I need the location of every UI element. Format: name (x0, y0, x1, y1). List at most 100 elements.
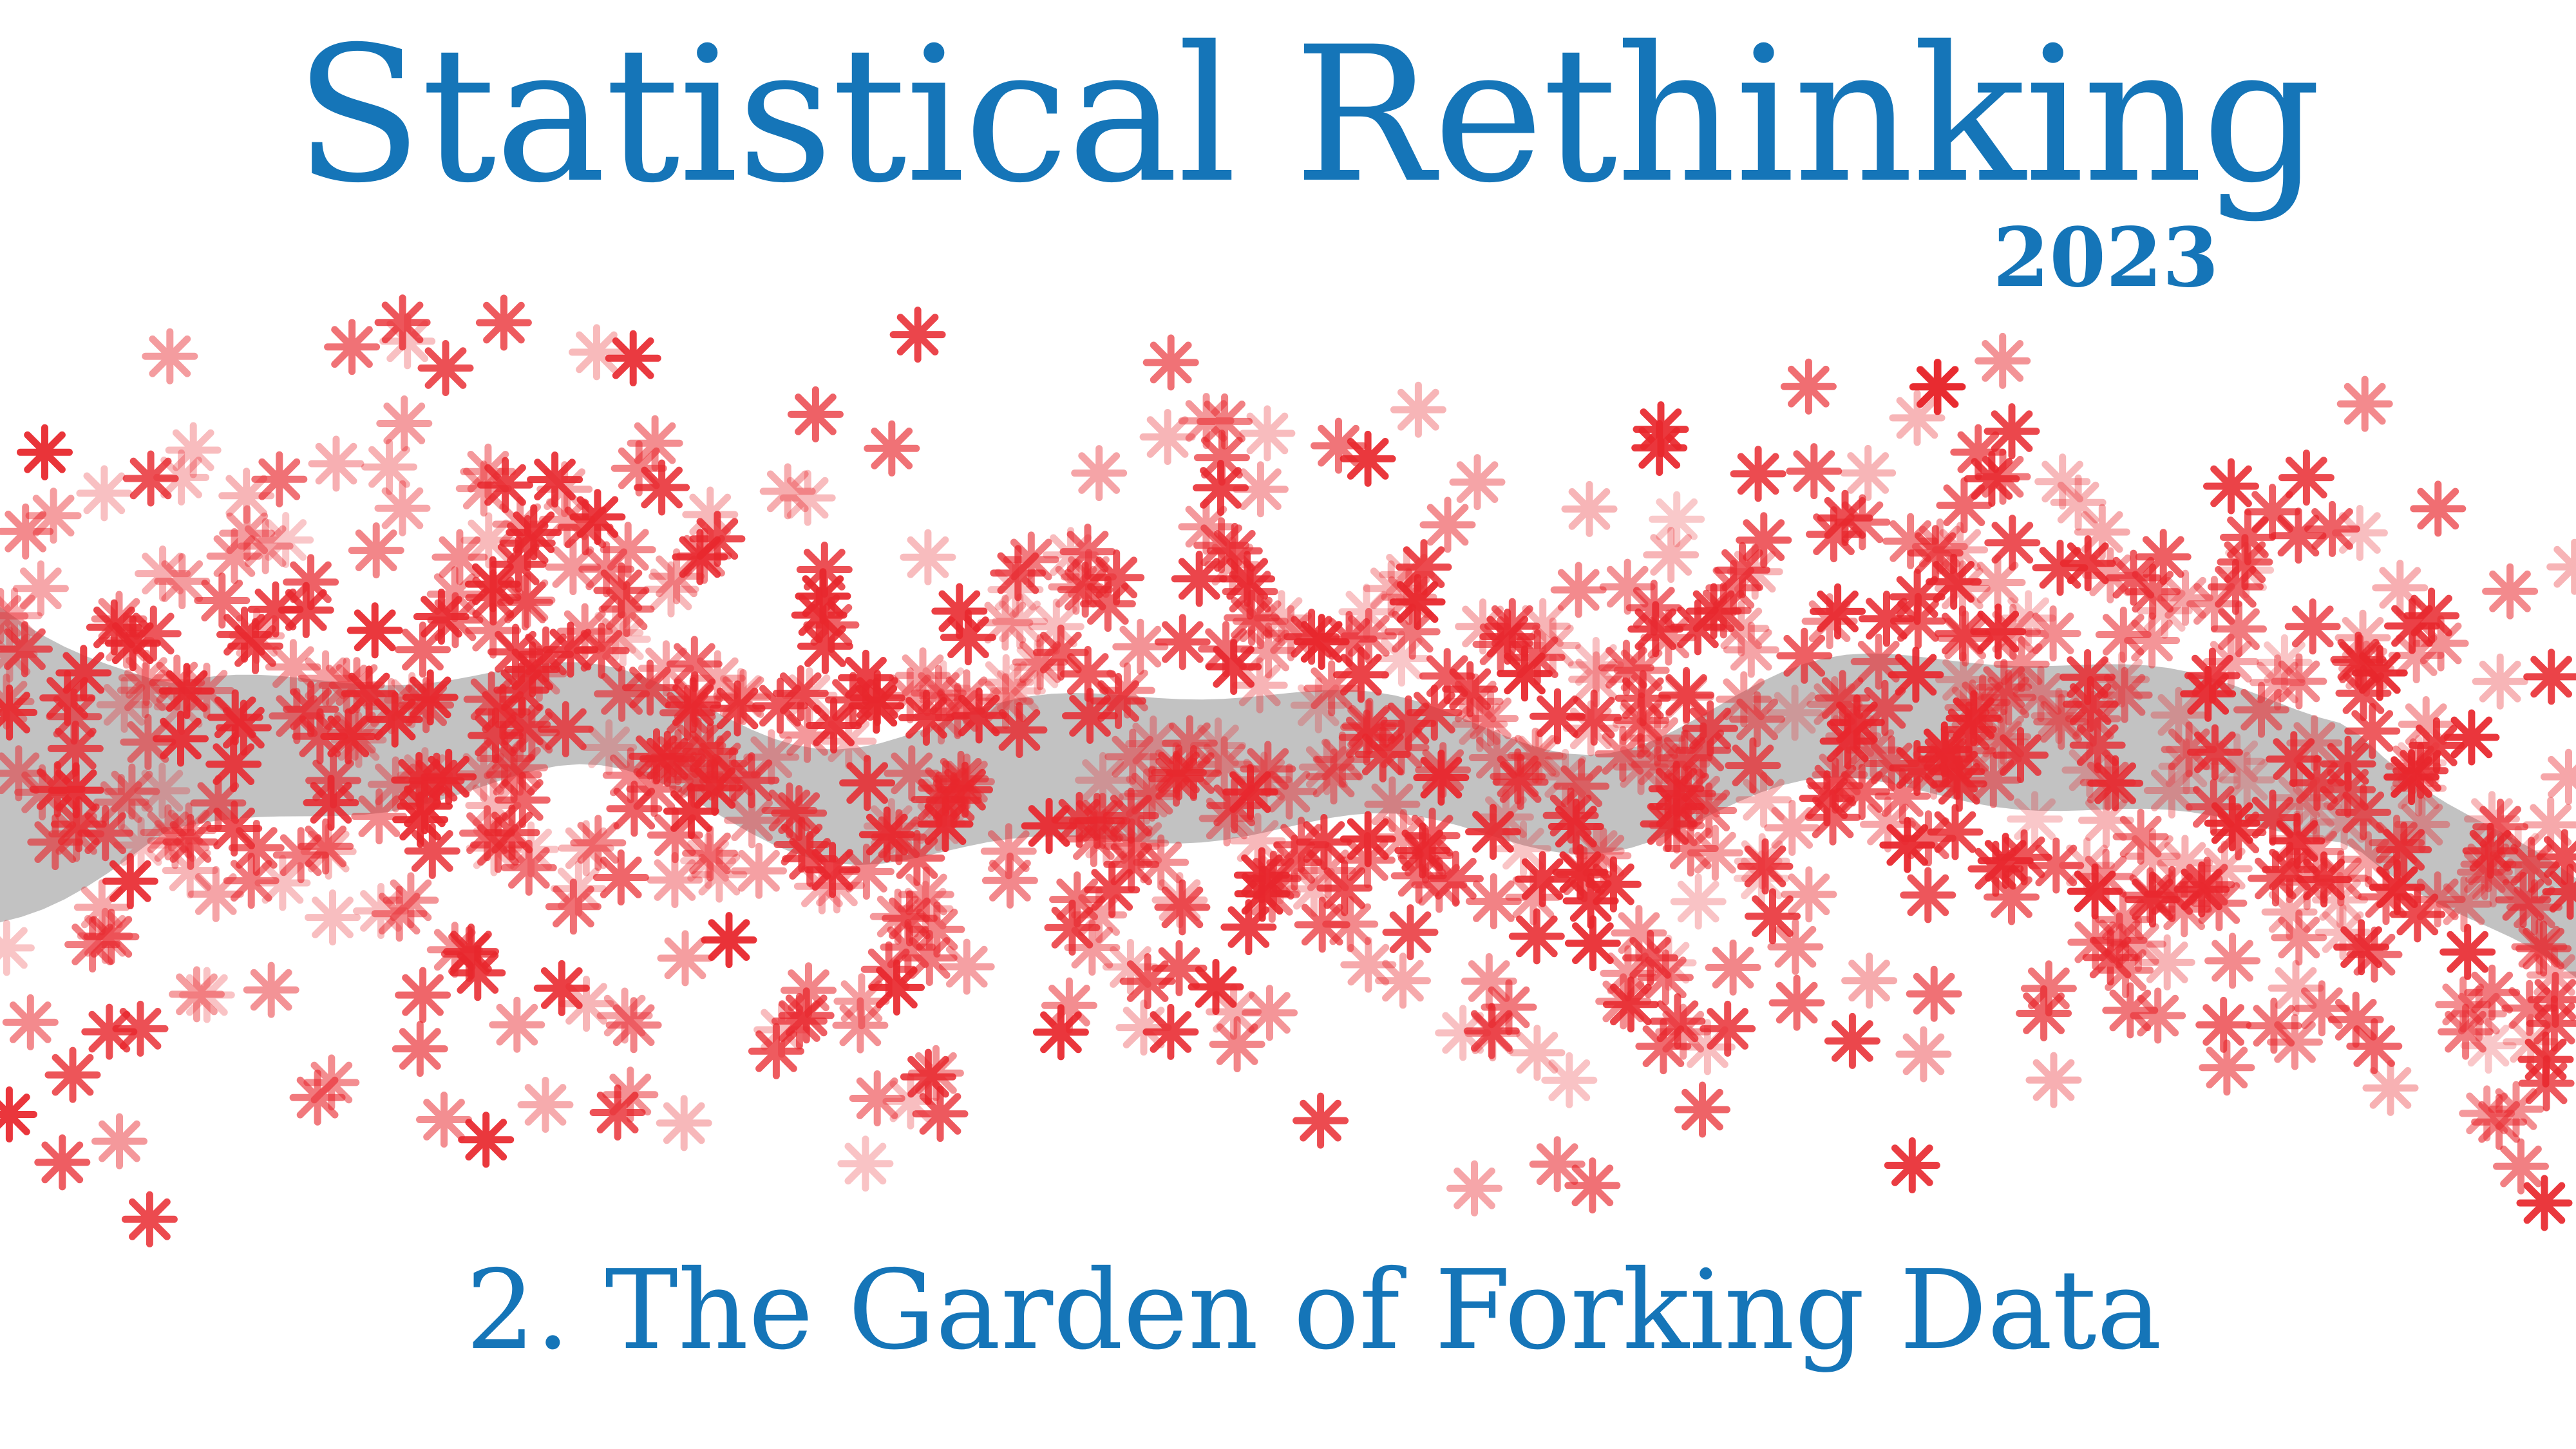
asterisk-star-icon (272, 827, 329, 884)
asterisk-star-icon (1161, 715, 1218, 772)
asterisk-star-icon (2139, 934, 2195, 990)
asterisk-star-icon (611, 440, 667, 497)
asterisk-star-icon (2340, 831, 2396, 887)
asterisk-star-icon (537, 701, 594, 757)
asterisk-star-icon (2501, 980, 2558, 1036)
asterisk-star-icon (2503, 837, 2560, 893)
asterisk-star-icon (1148, 742, 1204, 799)
asterisk-star-icon (1745, 888, 1801, 945)
asterisk-star-icon (1340, 430, 1396, 487)
asterisk-star-icon (2293, 980, 2350, 1037)
asterisk-star-icon (1382, 904, 1439, 961)
asterisk-star-icon (2136, 583, 2193, 639)
asterisk-star-icon (427, 592, 484, 649)
asterisk-star-icon (1492, 753, 1549, 810)
asterisk-star-icon (1635, 1018, 1692, 1075)
asterisk-star-icon (153, 710, 209, 767)
asterisk-star-icon (2439, 923, 2496, 980)
asterisk-star-icon (900, 1048, 956, 1105)
asterisk-star-icon (1340, 936, 1397, 993)
asterisk-star-icon (880, 919, 936, 976)
asterisk-star-icon (1190, 717, 1246, 774)
asterisk-star-icon (1637, 949, 1694, 1006)
asterisk-star-icon (1285, 860, 1342, 917)
asterisk-star-icon (1479, 609, 1536, 665)
asterisk-star-icon (1078, 809, 1135, 866)
asterisk-star-icon (1889, 390, 1946, 446)
asterisk-star-icon (2450, 985, 2507, 1042)
asterisk-star-icon (1568, 651, 1625, 708)
asterisk-star-icon (1193, 460, 1249, 516)
asterisk-star-icon (421, 748, 477, 805)
asterisk-star-icon (1196, 736, 1253, 793)
asterisk-star-icon (1103, 788, 1159, 844)
asterisk-star-icon (1585, 856, 1642, 913)
asterisk-star-icon (1911, 518, 1968, 575)
asterisk-star-icon (2536, 829, 2576, 886)
asterisk-star-icon (169, 966, 225, 1023)
asterisk-star-icon (1874, 768, 1931, 824)
asterisk-star-icon (2102, 982, 2159, 1039)
asterisk-star-icon (1946, 690, 2002, 746)
asterisk-star-icon (1980, 669, 2037, 726)
asterisk-star-icon (455, 746, 512, 802)
asterisk-star-icon (47, 720, 104, 777)
asterisk-star-icon (1142, 1003, 1199, 1060)
asterisk-star-icon (838, 844, 895, 900)
asterisk-star-icon (1550, 562, 1607, 618)
asterisk-star-icon (1737, 838, 1794, 895)
asterisk-star-icon (1032, 1004, 1089, 1061)
asterisk-star-icon (153, 449, 210, 506)
asterisk-star-icon (1648, 761, 1705, 817)
asterisk-star-icon (187, 866, 244, 922)
asterisk-star-icon (2288, 823, 2345, 880)
asterisk-star-icon (1932, 522, 1989, 578)
asterisk-star-icon (1103, 818, 1160, 875)
asterisk-star-icon (258, 512, 314, 568)
asterisk-star-icon (2125, 564, 2181, 620)
asterisk-star-icon (0, 587, 43, 644)
asterisk-star-icon (64, 916, 121, 973)
asterisk-star-icon (1142, 334, 1199, 391)
asterisk-star-icon (1041, 977, 1097, 1034)
asterisk-star-icon (901, 930, 958, 986)
asterisk-star-icon (1889, 569, 1946, 625)
asterisk-star-icon (0, 1086, 37, 1142)
asterisk-star-icon (1562, 700, 1619, 757)
asterisk-star-icon (39, 670, 96, 726)
asterisk-star-icon (247, 581, 304, 638)
asterisk-star-icon (771, 785, 828, 842)
asterisk-star-icon (1384, 603, 1441, 660)
asterisk-star-icon (869, 959, 925, 1016)
asterisk-star-icon (598, 581, 655, 638)
asterisk-star-icon (104, 763, 160, 820)
asterisk-star-icon (408, 752, 465, 809)
asterisk-star-icon (1303, 660, 1360, 717)
asterisk-star-icon (1984, 403, 2040, 460)
asterisk-star-icon (889, 307, 946, 363)
asterisk-star-icon (218, 468, 275, 524)
asterisk-star-icon (1900, 867, 1956, 923)
asterisk-star-icon (2034, 453, 2091, 510)
asterisk-star-icon (2546, 538, 2576, 595)
gray-uncertainty-band (0, 607, 2576, 978)
asterisk-star-icon (1643, 527, 1700, 583)
asterisk-star-icon (665, 677, 721, 734)
asterisk-star-icon (1658, 667, 1715, 723)
asterisk-star-icon (712, 668, 769, 724)
asterisk-star-icon (1860, 796, 1916, 853)
asterisk-star-icon (1206, 983, 1262, 1040)
asterisk-star-icon (1985, 603, 2041, 660)
asterisk-star-icon (486, 746, 542, 803)
asterisk-star-icon (781, 667, 838, 724)
asterisk-star-icon (691, 846, 748, 903)
asterisk-star-icon (194, 573, 251, 629)
asterisk-star-icon (1283, 609, 1340, 665)
asterisk-star-icon (395, 621, 451, 678)
asterisk-star-icon (367, 756, 424, 813)
asterisk-star-icon (102, 853, 158, 909)
asterisk-star-icon (1266, 835, 1323, 891)
asterisk-star-icon (2412, 615, 2469, 672)
asterisk-star-icon (1935, 651, 1991, 708)
asterisk-star-icon (379, 313, 436, 370)
